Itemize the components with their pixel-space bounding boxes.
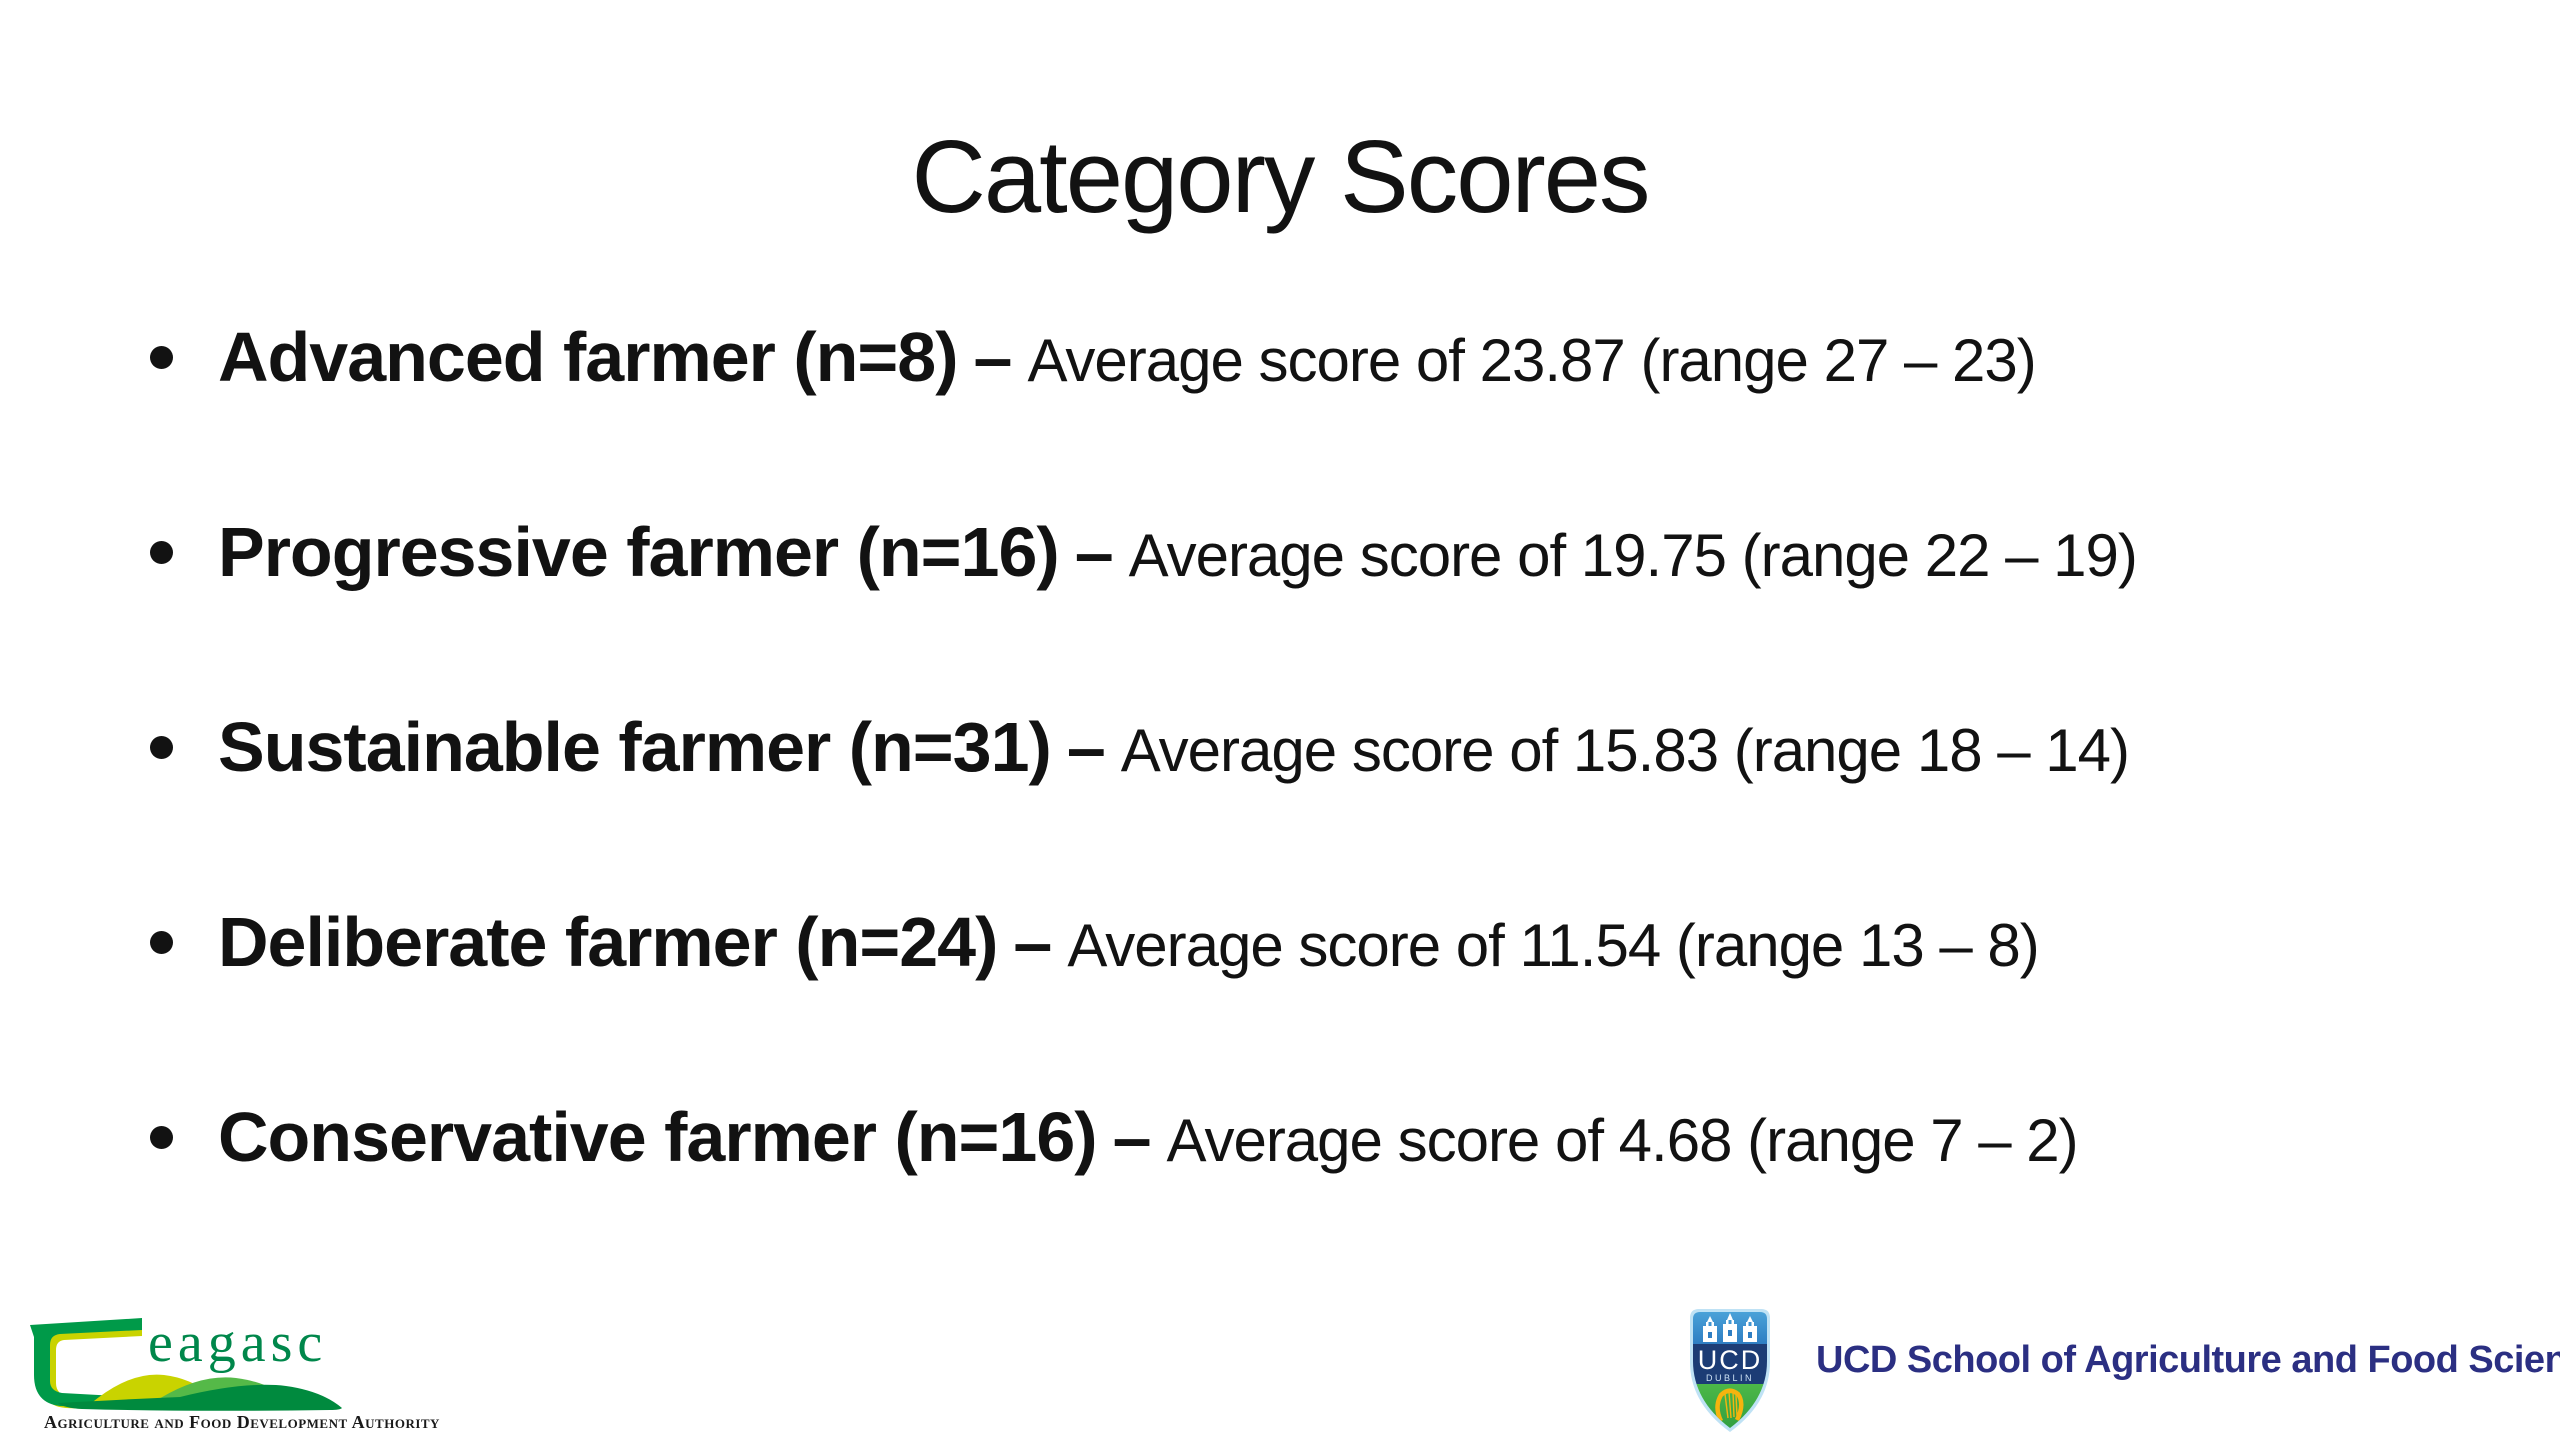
bullet-text: Sustainable farmer (n=31) – Average score … xyxy=(218,712,2130,802)
bullet-item-conservative-farmer: Conservative farmer (n=16) – Average score… xyxy=(150,1102,2450,1297)
bullet-text: Conservative farmer (n=16) – Average score… xyxy=(218,1102,2079,1192)
category-label: Sustainable farmer (n=31) xyxy=(218,708,1052,786)
category-label: Advanced farmer (n=8) xyxy=(218,318,959,396)
bullet-list: Advanced farmer (n=8) – Average score of 2… xyxy=(150,322,2450,1297)
bullet-marker xyxy=(150,541,173,564)
ucd-school-label: UCD School of Agriculture and Food Scien… xyxy=(1816,1339,2560,1381)
category-label: Conservative farmer (n=16) xyxy=(218,1098,1098,1176)
dash-separator: – xyxy=(1074,513,1114,591)
dash-separator: – xyxy=(973,318,1013,396)
category-score-detail: Average score of 15.83 (range 18 – 14) xyxy=(1120,717,2130,784)
teagasc-wordmark: eagasc xyxy=(148,1313,327,1374)
bullet-marker xyxy=(150,736,173,759)
dash-separator: – xyxy=(1013,903,1052,981)
ucd-crest-icon: UCD DUBLIN xyxy=(1690,1309,1770,1432)
ucd-crest-acronym: UCD xyxy=(1698,1345,1763,1375)
bullet-text: Progressive farmer (n=16) – Average score … xyxy=(218,517,2138,607)
dash-separator: – xyxy=(1066,708,1106,786)
category-score-detail: Average score of 4.68 (range 7 – 2) xyxy=(1166,1107,2079,1174)
bullet-item-sustainable-farmer: Sustainable farmer (n=31) – Average score … xyxy=(150,712,2450,907)
bullet-item-deliberate-farmer: Deliberate farmer (n=24) – Average score o… xyxy=(150,907,2450,1102)
category-score-detail: Average score of 23.87 (range 27 – 23) xyxy=(1027,327,2036,394)
harp-icon xyxy=(1715,1388,1744,1423)
bullet-marker xyxy=(150,346,173,369)
bullet-item-advanced-farmer: Advanced farmer (n=8) – Average score of 2… xyxy=(150,322,2450,517)
teagasc-tagline: Agriculture and Food Development Authori… xyxy=(44,1412,440,1432)
category-label: Progressive farmer (n=16) xyxy=(218,513,1060,591)
category-score-detail: Average score of 11.54 (range 13 – 8) xyxy=(1067,912,2039,979)
slide-title: Category Scores xyxy=(911,119,1650,234)
teagasc-logo: eagasc Agriculture and Food Development … xyxy=(30,1313,440,1440)
bullet-marker xyxy=(150,1126,173,1149)
bullet-marker xyxy=(150,931,173,954)
ucd-logo: UCD DUBLIN UCD School of Agriculture and… xyxy=(1688,1306,2560,1436)
ucd-crest-city: DUBLIN xyxy=(1706,1373,1754,1383)
bullet-text: Deliberate farmer (n=24) – Average score o… xyxy=(218,907,2040,997)
bullet-text: Advanced farmer (n=8) – Average score of 2… xyxy=(218,322,2037,412)
category-label: Deliberate farmer (n=24) xyxy=(218,903,998,981)
castle-towers-icon xyxy=(1703,1313,1757,1342)
dash-separator: – xyxy=(1112,1098,1152,1176)
teagasc-t-swoosh-icon: eagasc xyxy=(30,1313,342,1411)
category-score-detail: Average score of 19.75 (range 22 – 19) xyxy=(1128,522,2138,589)
bullet-item-progressive-farmer: Progressive farmer (n=16) – Average score … xyxy=(150,517,2450,712)
